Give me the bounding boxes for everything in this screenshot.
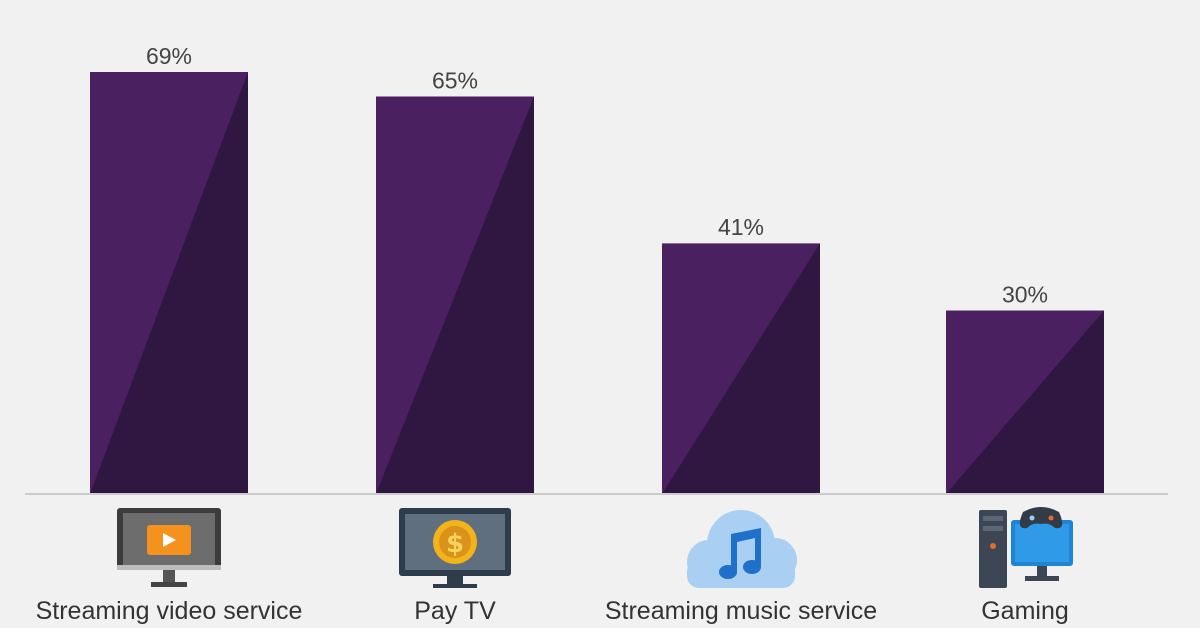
value-label: 30% [1002, 282, 1048, 308]
category-label: Gaming [981, 597, 1069, 625]
value-label: 41% [718, 214, 764, 240]
bar-shade [90, 72, 248, 494]
tv-dollar-icon: $ [399, 508, 511, 588]
bars-group: 69% 65% 41% 30% [90, 43, 1104, 494]
category-label: Streaming music service [605, 597, 877, 625]
cloud-music-icon [687, 510, 797, 588]
category-label: Streaming video service [36, 597, 303, 625]
bar [946, 310, 1104, 494]
bar [376, 96, 534, 494]
bar-shade [376, 96, 534, 494]
bar-shade [662, 243, 820, 494]
tv-play-icon [117, 508, 221, 587]
bar [90, 72, 248, 494]
category-label: Pay TV [414, 597, 496, 625]
bar-shade [946, 310, 1104, 494]
value-label: 69% [146, 43, 192, 69]
bar [662, 243, 820, 494]
pc-gaming-icon [979, 507, 1073, 588]
value-label: 65% [432, 67, 478, 93]
svg-text:$: $ [446, 529, 464, 559]
